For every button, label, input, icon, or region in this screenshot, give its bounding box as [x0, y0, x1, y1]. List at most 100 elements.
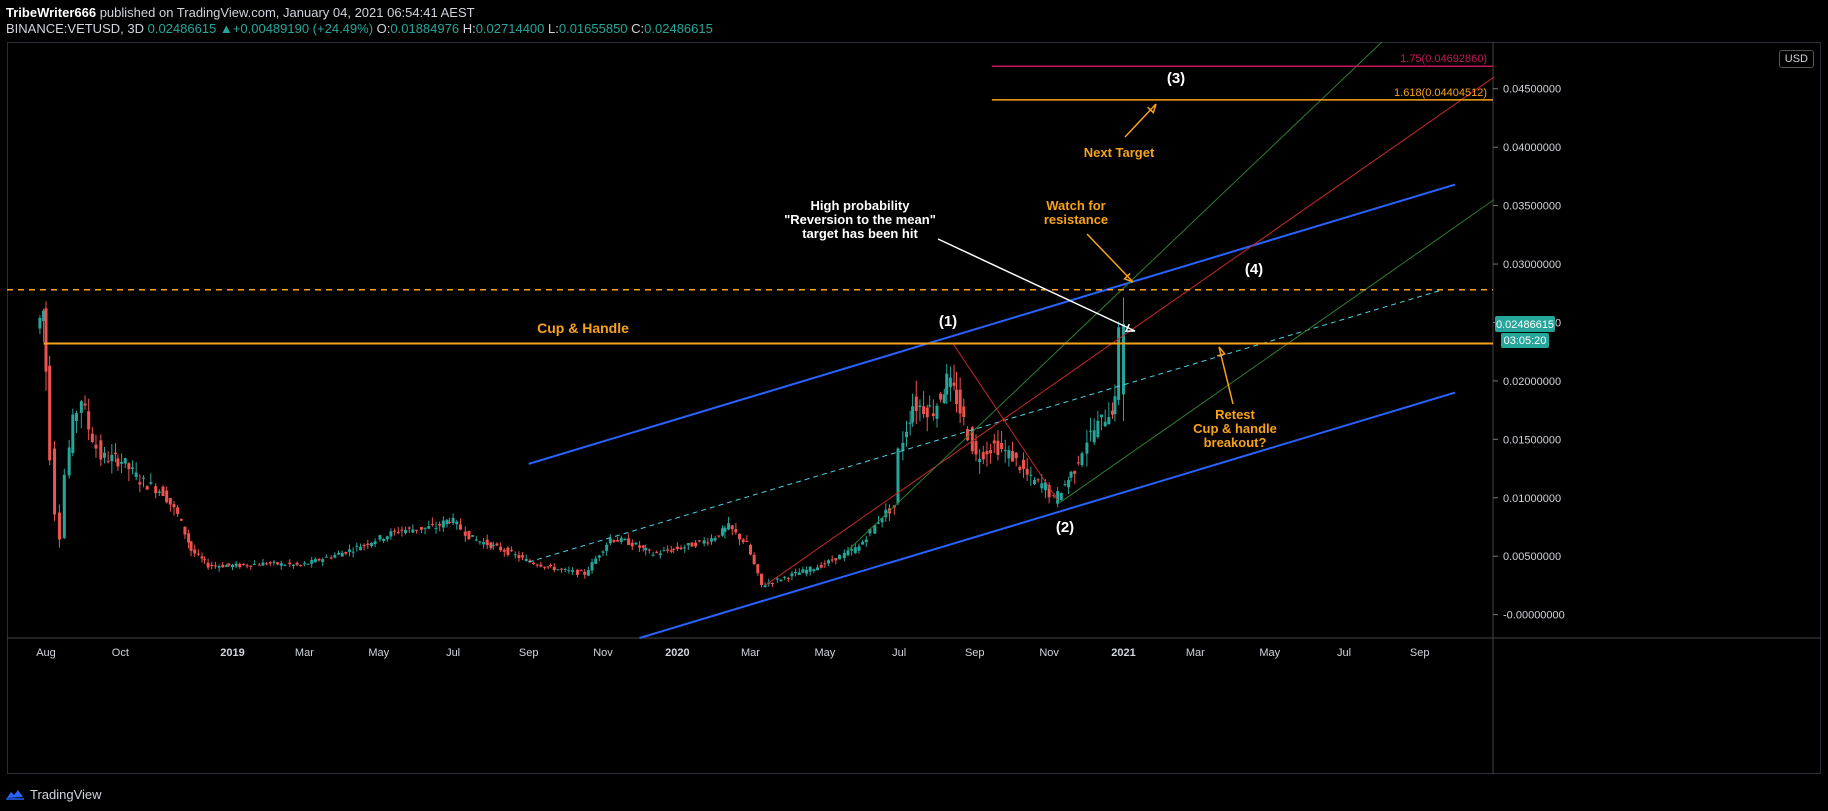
- candle-body: [283, 565, 287, 567]
- candle-body: [1025, 468, 1029, 475]
- candle-body: [1011, 451, 1015, 462]
- candle-body: [597, 555, 601, 558]
- candle-body: [471, 535, 475, 537]
- candle-body: [996, 440, 1000, 455]
- candle-body: [830, 559, 834, 561]
- candle-body: [713, 538, 717, 541]
- candle-body: [532, 562, 536, 565]
- candle-body: [783, 576, 787, 578]
- candle-body: [837, 554, 841, 560]
- candle-body: [853, 547, 857, 553]
- candle-body: [864, 539, 868, 543]
- candle-body: [321, 559, 325, 562]
- y-tick-label: 0.01500000: [1503, 434, 1561, 446]
- price-chart[interactable]: 0.04500000 0.04000000 0.03500000 0.03000000…: [7, 42, 1821, 774]
- retest-breakout-label: Retest Cup & handle breakout?: [1193, 407, 1277, 450]
- candle-body: [1029, 474, 1033, 476]
- candle-body: [989, 450, 993, 454]
- candle-body: [149, 482, 153, 484]
- last-price-tag-label: 0.02486615: [1496, 319, 1554, 331]
- resistance-arrow: [1086, 233, 1134, 283]
- candle-body: [110, 454, 114, 462]
- candle-body: [857, 546, 861, 551]
- candle-body: [221, 564, 225, 568]
- candle-body: [499, 546, 503, 551]
- chart-area[interactable]: 0.04500000 0.04000000 0.03500000 0.03000000…: [7, 42, 1821, 774]
- candle-body: [662, 550, 666, 552]
- candle-body: [313, 559, 317, 563]
- green-trend-lower-line: [1059, 199, 1495, 503]
- low-label: L:: [548, 21, 559, 36]
- cup-handle-label-line: Cup & Handle: [537, 320, 629, 336]
- candle-body: [1100, 414, 1104, 418]
- candle-body: [925, 407, 929, 418]
- candle-body: [355, 545, 359, 547]
- countdown-tag: [1501, 333, 1549, 349]
- candle-body: [249, 565, 253, 567]
- x-tick-label: Nov: [593, 647, 613, 659]
- candle-body: [324, 556, 328, 558]
- candle-body: [594, 558, 598, 564]
- candle-body: [567, 570, 571, 572]
- candle-body: [734, 529, 738, 533]
- countdown-tag-label: 03:05:20: [1504, 335, 1547, 347]
- x-tick-label: Mar: [741, 647, 760, 659]
- candle-body: [38, 317, 42, 329]
- candle-body: [583, 571, 587, 575]
- y-tick-label: 0.01000000: [1503, 493, 1561, 505]
- candle-body: [759, 573, 763, 585]
- candle-body: [880, 517, 884, 523]
- change-value: +0.00489190 (+24.49%): [232, 21, 374, 36]
- open-label: O:: [376, 21, 391, 36]
- next-target-label-line: Next Target: [1084, 145, 1155, 160]
- candle-body: [1076, 462, 1080, 464]
- candle-body: [265, 563, 269, 565]
- candle-body: [445, 519, 449, 525]
- candle-body: [1052, 495, 1056, 497]
- candle-body: [706, 542, 710, 544]
- footer-branding[interactable]: TradingView: [6, 784, 102, 804]
- candle-body: [952, 382, 956, 386]
- candle-body: [827, 560, 831, 564]
- retest-breakout-label-line: Retest: [1215, 407, 1255, 422]
- candle-body: [935, 405, 939, 419]
- candle-body: [834, 558, 838, 561]
- candle-body: [389, 531, 393, 537]
- candle-body: [272, 561, 276, 563]
- watch-resistance-label-line: Watch for: [1046, 198, 1105, 213]
- wave-1-label: (1): [939, 313, 957, 330]
- candle-body: [717, 535, 721, 537]
- candle-body: [90, 433, 94, 443]
- currency-badge[interactable]: USD: [1778, 50, 1814, 68]
- candle-body: [213, 565, 217, 567]
- candle-body: [797, 572, 801, 575]
- candle-body: [608, 538, 612, 544]
- candle-body: [1096, 420, 1100, 438]
- candle-body: [749, 545, 752, 555]
- symbol-label[interactable]: BINANCE:VETUSD, 3D: [6, 21, 144, 36]
- candle-body: [252, 563, 256, 565]
- candle-body: [801, 569, 805, 573]
- candle-body: [165, 490, 169, 503]
- candle-body: [103, 452, 107, 458]
- candle-body: [896, 448, 900, 504]
- candle-body: [187, 533, 191, 543]
- candle-body: [658, 553, 662, 556]
- candle-body: [790, 573, 794, 577]
- cup-handle-label: Cup & Handle: [537, 320, 629, 336]
- candle-body: [302, 563, 306, 565]
- channel-lower-line: [639, 391, 1456, 639]
- candle-body: [623, 538, 627, 540]
- candle-body: [985, 451, 989, 455]
- candle-body: [430, 524, 434, 526]
- candle-body: [612, 540, 616, 542]
- candle-body: [451, 517, 455, 524]
- candle-body: [317, 558, 321, 561]
- candle-body: [911, 406, 915, 423]
- candle-body: [106, 460, 110, 462]
- candle-body: [627, 538, 631, 545]
- x-tick-label: May: [1259, 647, 1280, 659]
- publisher-name[interactable]: TribeWriter666: [6, 5, 97, 20]
- wave-1-2-leg: [952, 343, 1059, 501]
- candle-body: [702, 540, 706, 544]
